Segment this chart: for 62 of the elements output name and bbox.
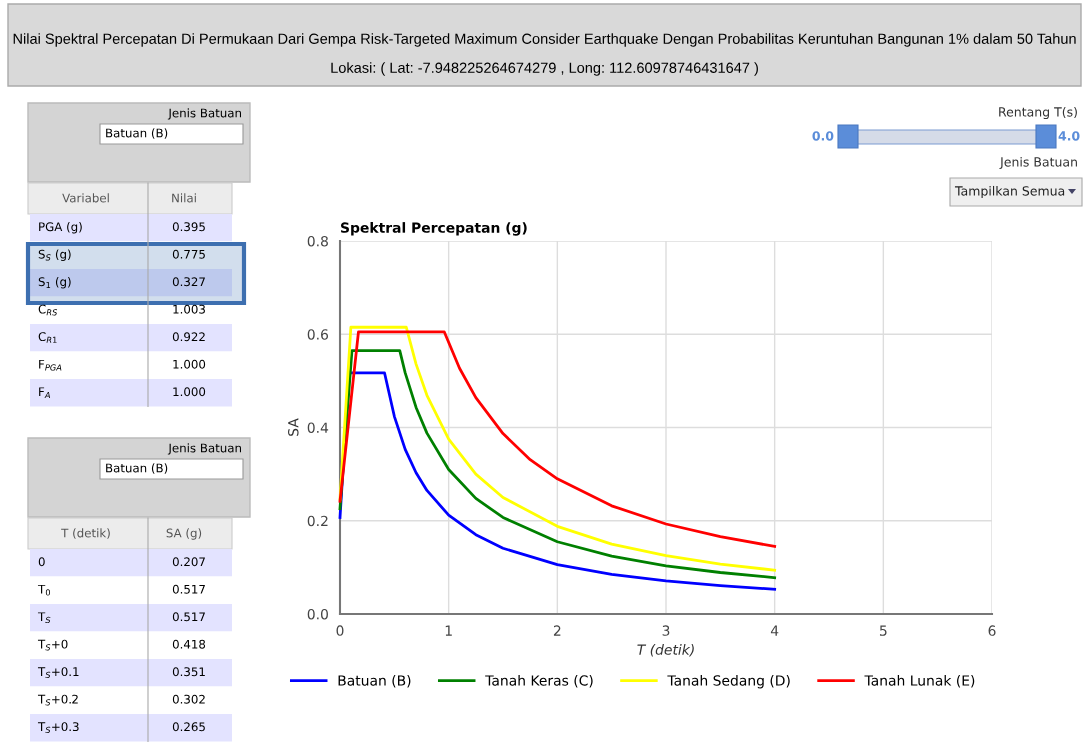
category-label: F$_{PGA}$: [39, 359, 62, 371]
text: 0.327: [172, 277, 205, 287]
x-tick-label: 3: [662, 625, 670, 636]
legend-label: Tanah Lunak (E): [864, 674, 975, 688]
x-tick-label: 5: [879, 625, 887, 636]
y-axis-title: SA: [288, 418, 299, 436]
y-tick-label: 0.8: [307, 235, 328, 247]
text: 4.0: [1058, 131, 1080, 141]
text: Lokasi: ( Lat: -7.948225264674279 , Long: 112.60978746431647 ): [331, 62, 758, 76]
text: Tampilkan Semua: [954, 185, 1065, 199]
chart-title: Spektral Percepatan (g): [341, 222, 527, 236]
text: 0.395: [172, 222, 205, 232]
text: Jenis Batuan: [167, 443, 241, 455]
category-label: T$_{S}$+0.2: [37, 694, 78, 706]
text: Nilai: [172, 193, 196, 203]
legend-label: Tanah Sedang (D): [667, 674, 790, 689]
legend-label: Tanah Keras (C): [485, 674, 593, 688]
text: Rentang T(s): [999, 106, 1077, 120]
category-label: S$_{1}$ (g): [38, 277, 71, 289]
text: T (detik): [61, 528, 110, 539]
x-tick-label: 0: [336, 625, 344, 636]
y-tick-label: 0.2: [307, 515, 328, 527]
text: SA (g): [166, 528, 202, 540]
text: 0.922: [172, 332, 205, 342]
category-label: C$_{R1}$: [38, 332, 57, 343]
category-label: S$_{S}$ (g): [38, 249, 71, 261]
category-label: 0: [38, 557, 45, 567]
category-label: T$_{S}$+0.3: [37, 722, 79, 733]
text: 1.003: [173, 304, 205, 314]
text: Variabel: [62, 193, 109, 203]
x-tick-label: 4: [770, 625, 779, 636]
category-label: F$_{A}$: [39, 387, 50, 398]
text: 0.351: [172, 667, 205, 677]
category-label: C$_{RS}$: [38, 304, 58, 316]
category-label: T$_{S}$+0: [37, 639, 68, 651]
text: 0.517: [172, 584, 205, 594]
x-tick-label: 1: [445, 625, 452, 636]
text: Batuan (B): [106, 463, 168, 474]
text: 0.418: [172, 639, 206, 649]
category-label: T$_{S}$+0.1: [37, 667, 79, 678]
y-tick-label: 0.0: [307, 608, 328, 620]
text: Jenis Batuan: [999, 156, 1077, 169]
text: 0.265: [172, 722, 205, 732]
category-label: PGA (g): [39, 222, 82, 234]
text: 0.775: [172, 249, 205, 259]
text: Nilai Spektral Percepatan Di Permukaan Dari Gempa Risk-Targeted Maximum Consider Earthquake Dengan Probabilitas Keruntuhan Bangunan 1% dalam 50 Tahun: [13, 33, 1076, 47]
y-tick-label: 0.6: [307, 329, 329, 340]
y-tick-label: 0.4: [307, 422, 329, 433]
text: 1.000: [173, 387, 206, 397]
text: 0.517: [172, 612, 205, 622]
x-tick-label: 6: [988, 625, 996, 636]
x-axis-title: T (detik): [637, 644, 694, 657]
text: Jenis Batuan: [167, 108, 241, 120]
text: 0.302: [172, 694, 205, 704]
text: 0.0: [812, 131, 834, 141]
category-label: T$_{0}$: [37, 584, 51, 596]
text: 1.000: [173, 359, 206, 369]
text: Batuan (B): [106, 128, 168, 139]
x-tick-label: 2: [553, 625, 561, 636]
text: 0.207: [172, 557, 205, 567]
category-label: T$_{S}$: [37, 612, 51, 624]
legend-label: Batuan (B): [338, 675, 411, 688]
